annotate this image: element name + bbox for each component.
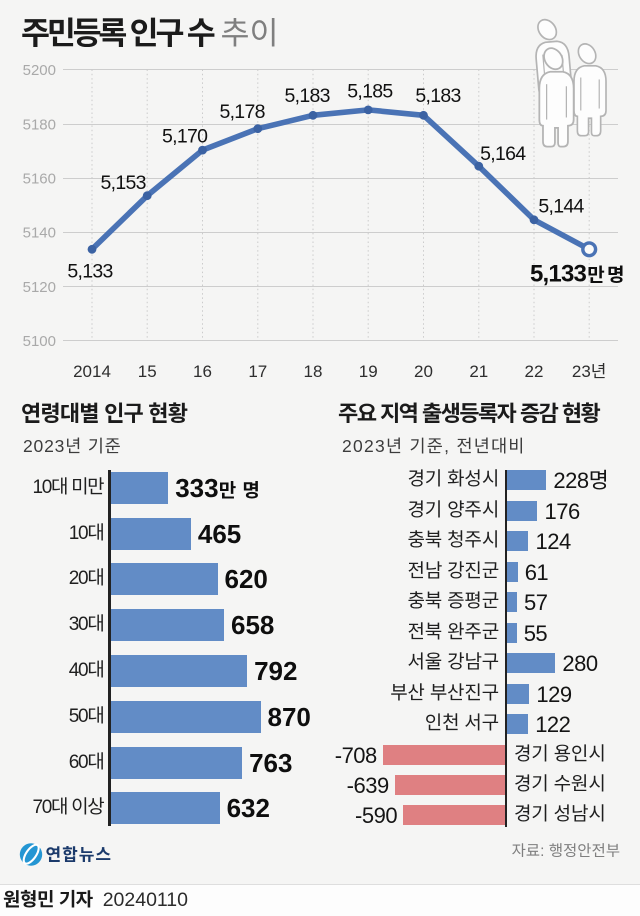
svg-text:5120: 5120 [23,279,56,296]
svg-text:16: 16 [193,362,212,381]
svg-text:2014: 2014 [73,362,111,381]
svg-text:5,133만명: 5,133만명 [530,261,627,288]
svg-text:5140: 5140 [23,225,56,242]
svg-text:15: 15 [138,362,157,381]
svg-text:연합뉴스: 연합뉴스 [46,846,113,865]
svg-text:19: 19 [359,362,378,381]
svg-text:5,178: 5,178 [219,101,264,123]
svg-text:5,153: 5,153 [101,172,146,194]
svg-text:20: 20 [414,362,433,381]
svg-text:22: 22 [525,362,544,381]
svg-text:18: 18 [304,362,323,381]
svg-text:23년: 23년 [572,362,607,381]
svg-text:5,170: 5,170 [162,126,208,148]
svg-text:5100: 5100 [23,333,56,350]
svg-text:5200: 5200 [23,62,56,79]
svg-text:5,144: 5,144 [538,195,584,217]
svg-text:5180: 5180 [23,116,56,133]
svg-text:21: 21 [469,362,488,381]
svg-text:5,183: 5,183 [285,85,330,107]
svg-text:5,164: 5,164 [480,143,526,165]
svg-text:17: 17 [248,362,267,381]
svg-text:5,185: 5,185 [347,80,393,102]
svg-text:5160: 5160 [23,171,56,188]
svg-text:5,133: 5,133 [67,261,112,283]
svg-text:5,183: 5,183 [415,85,460,107]
